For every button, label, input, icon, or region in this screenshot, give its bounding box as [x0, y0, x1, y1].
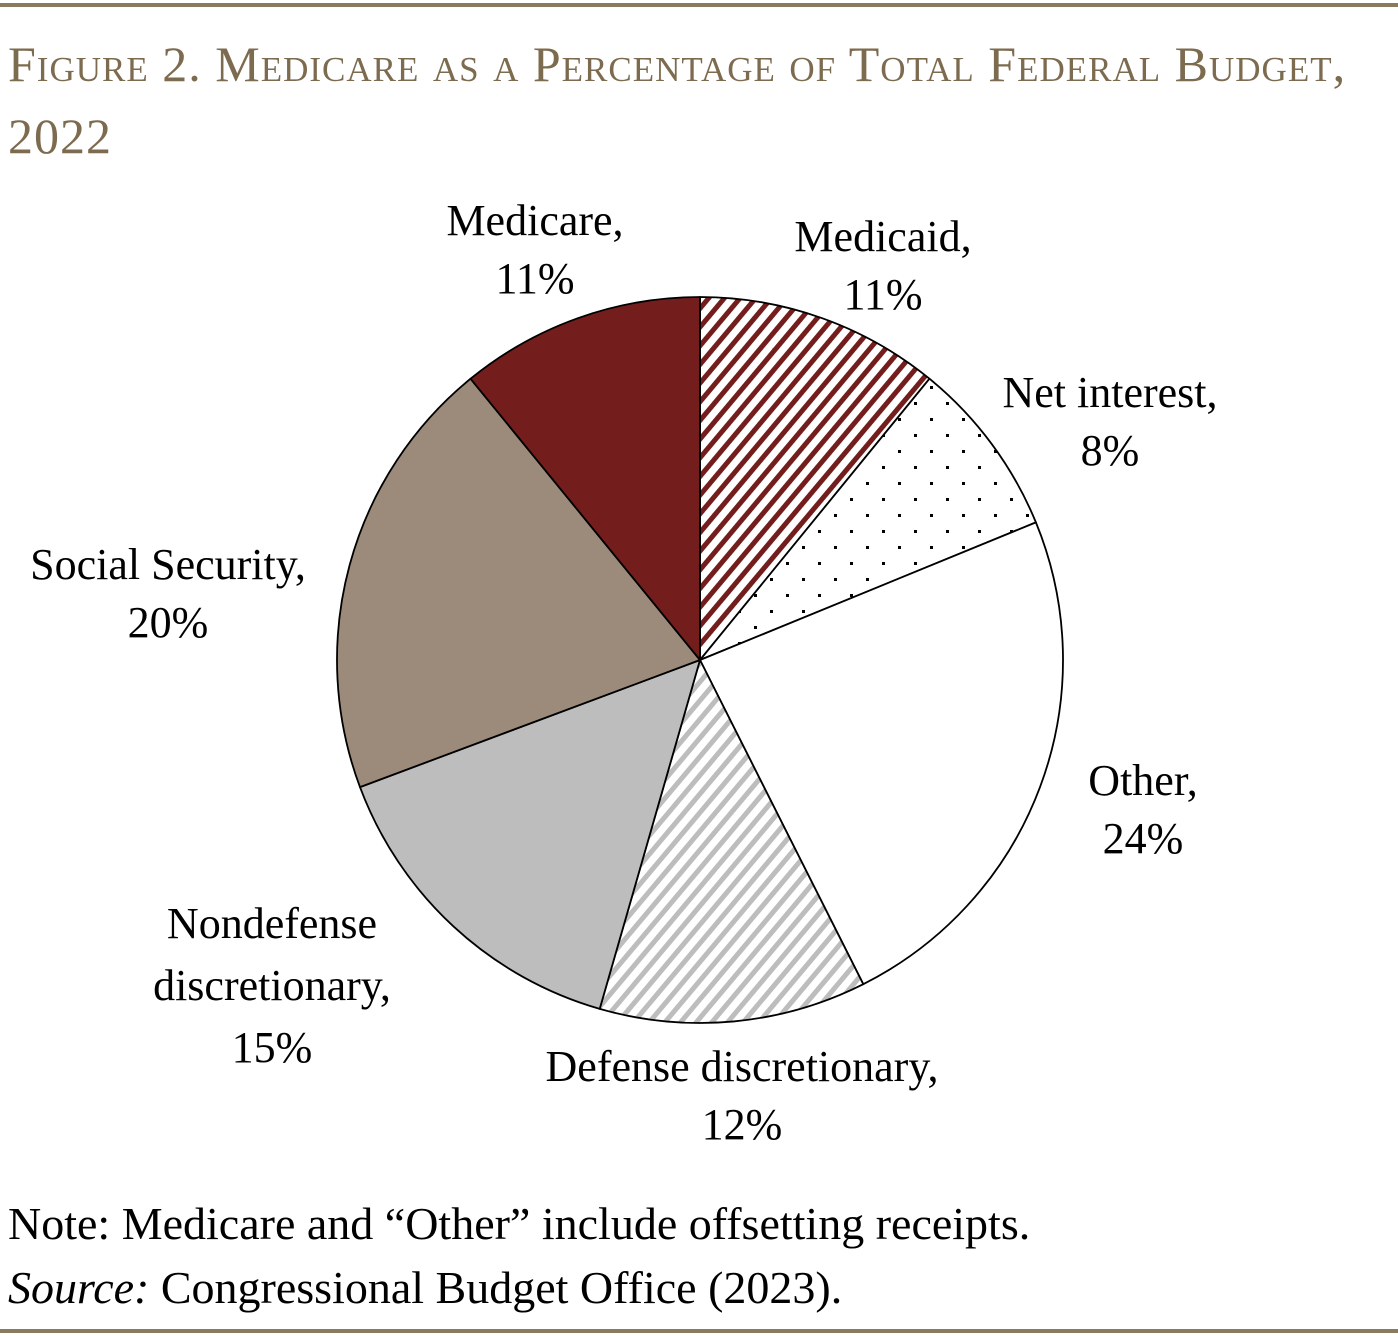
slice-defense-discretionary	[598, 659, 865, 1024]
slice-other	[699, 521, 1064, 986]
label-nondefense-line1: Nondefense	[166, 899, 378, 948]
label-other-pct: 24%	[1102, 814, 1184, 863]
top-rule	[0, 3, 1398, 7]
source-line: Source: Congressional Budget Office (202…	[8, 1256, 1030, 1320]
label-medicare-pct: 11%	[495, 254, 575, 303]
label-nondefense-pct: 15%	[231, 1023, 313, 1072]
label-medicare-name: Medicare,	[446, 196, 624, 245]
slice-social-security	[336, 377, 701, 788]
label-defense-name: Defense discretionary,	[545, 1042, 939, 1091]
label-social-security-name: Social Security,	[30, 540, 306, 589]
slice-medicare	[469, 296, 701, 661]
bottom-rule	[0, 1329, 1398, 1333]
label-medicare: Medicare, 11%	[446, 192, 623, 308]
label-net-interest: Net interest, 8%	[1002, 364, 1217, 480]
note-text: Note: Medicare and “Other” include offse…	[8, 1198, 1031, 1249]
label-medicaid: Medicaid, 11%	[794, 208, 971, 324]
source-label: Source:	[8, 1262, 150, 1313]
label-nondefense-line2: discretionary,	[153, 961, 391, 1010]
source-text: Congressional Budget Office (2023).	[149, 1262, 843, 1313]
slice-medicaid	[699, 296, 931, 661]
notes: Note: Medicare and “Other” include offse…	[8, 1192, 1030, 1320]
label-defense: Defense discretionary, 12%	[546, 1038, 939, 1154]
label-other: Other, 24%	[1088, 752, 1197, 868]
label-nondefense: Nondefense discretionary, 15%	[153, 893, 391, 1079]
label-social-security-pct: 20%	[127, 598, 209, 647]
slice-net-interest	[699, 377, 1037, 661]
label-net-interest-pct: 8%	[1080, 426, 1140, 475]
chart-title: Figure 2. Medicare as a Percentage of To…	[8, 36, 1347, 164]
label-social-security: Social Security, 20%	[30, 536, 306, 652]
label-defense-pct: 12%	[701, 1100, 783, 1149]
label-other-name: Other,	[1088, 756, 1198, 805]
label-medicaid-name: Medicaid,	[794, 212, 972, 261]
label-medicaid-pct: 11%	[843, 270, 923, 319]
label-net-interest-name: Net interest,	[1002, 368, 1218, 417]
slice-nondefense-discretionary	[359, 659, 701, 1010]
